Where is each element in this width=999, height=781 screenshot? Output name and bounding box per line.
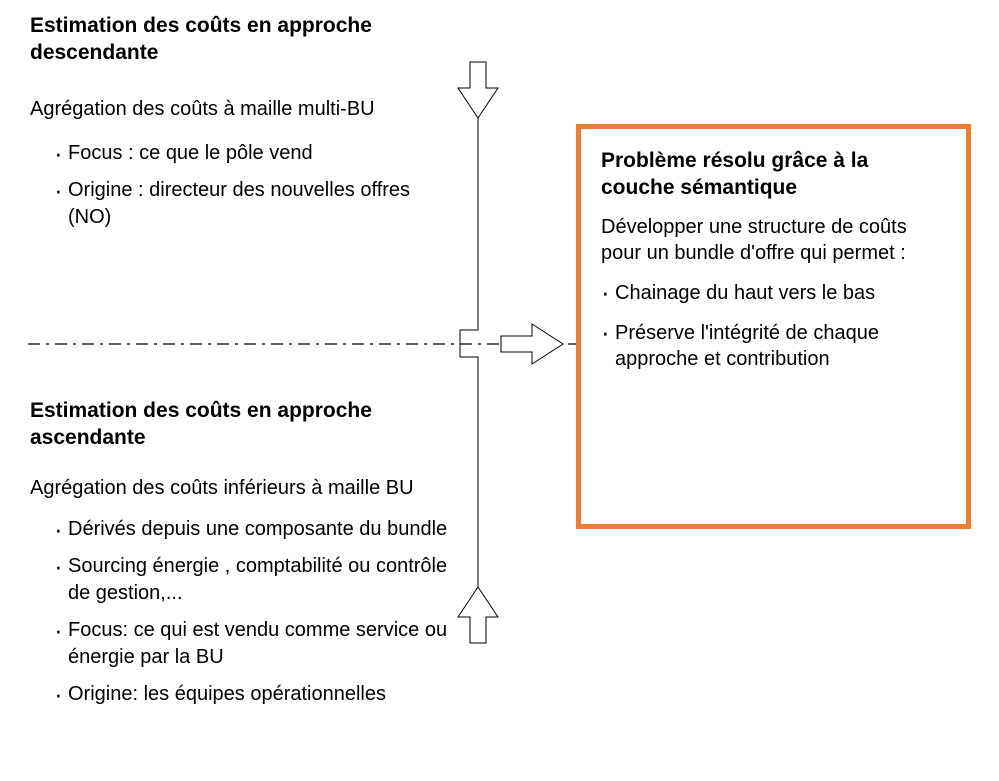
bottom-section-title: Estimation des coûts en approche ascenda… (30, 397, 430, 452)
highlight-text: Développer une structure de coûts pour u… (601, 214, 946, 266)
list-item: Origine: les équipes opérationnelles (54, 681, 464, 708)
bottom-bullet-list: Dérivés depuis une composante du bundle … (54, 516, 464, 718)
top-section-title: Estimation des coûts en approche descend… (30, 12, 430, 67)
top-bullet-list: Focus : ce que le pôle vend Origine : di… (54, 140, 414, 241)
list-item: Préserve l'intégrité de chaque approche … (601, 320, 946, 372)
arrow-up-icon (458, 587, 498, 643)
arrow-right-icon (501, 324, 563, 364)
list-item: Sourcing énergie , comptabilité ou contr… (54, 553, 464, 607)
highlight-box: Problème résolu grâce à la couche sémant… (576, 124, 971, 529)
list-item: Focus: ce qui est vendu comme service ou… (54, 617, 464, 671)
highlight-bullet-list: Chainage du haut vers le bas Préserve l'… (601, 280, 946, 372)
highlight-title: Problème résolu grâce à la couche sémant… (601, 147, 946, 202)
top-subtitle: Agrégation des coûts à maille multi-BU (30, 98, 375, 121)
arrow-down-icon (458, 62, 498, 118)
list-item: Origine : directeur des nouvelles offres… (54, 177, 414, 231)
list-item: Dérivés depuis une composante du bundle (54, 516, 464, 543)
arrow-down-icon (458, 62, 498, 110)
s-connector (460, 303, 478, 385)
list-item: Focus : ce que le pôle vend (54, 140, 414, 167)
list-item: Chainage du haut vers le bas (601, 280, 946, 306)
bottom-subtitle: Agrégation des coûts inférieurs à maille… (30, 477, 414, 500)
